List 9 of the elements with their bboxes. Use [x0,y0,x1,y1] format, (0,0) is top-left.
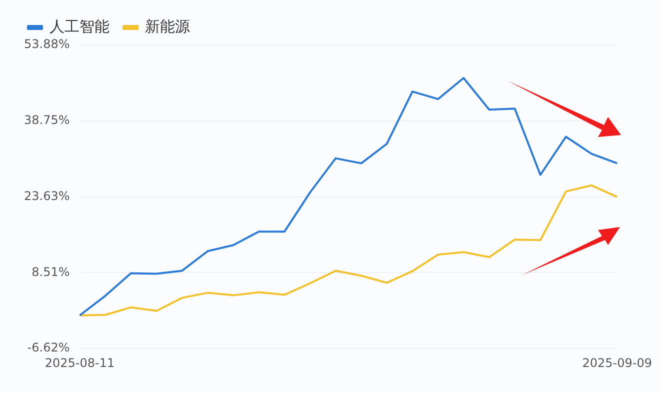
legend-label: 新能源 [145,17,190,36]
y-tick-label: 53.88% [24,37,70,52]
x-tick-label: 2025-08-11 [44,356,115,370]
y-tick-label: -6.62% [27,340,70,355]
y-tick-label: 38.75% [24,113,70,128]
x-tick-label: 2025-09-09 [582,356,652,370]
y-tick-label: 8.51% [32,264,70,279]
legend-label: 人工智能 [50,17,110,36]
y-tick-label: 23.63% [24,188,70,203]
